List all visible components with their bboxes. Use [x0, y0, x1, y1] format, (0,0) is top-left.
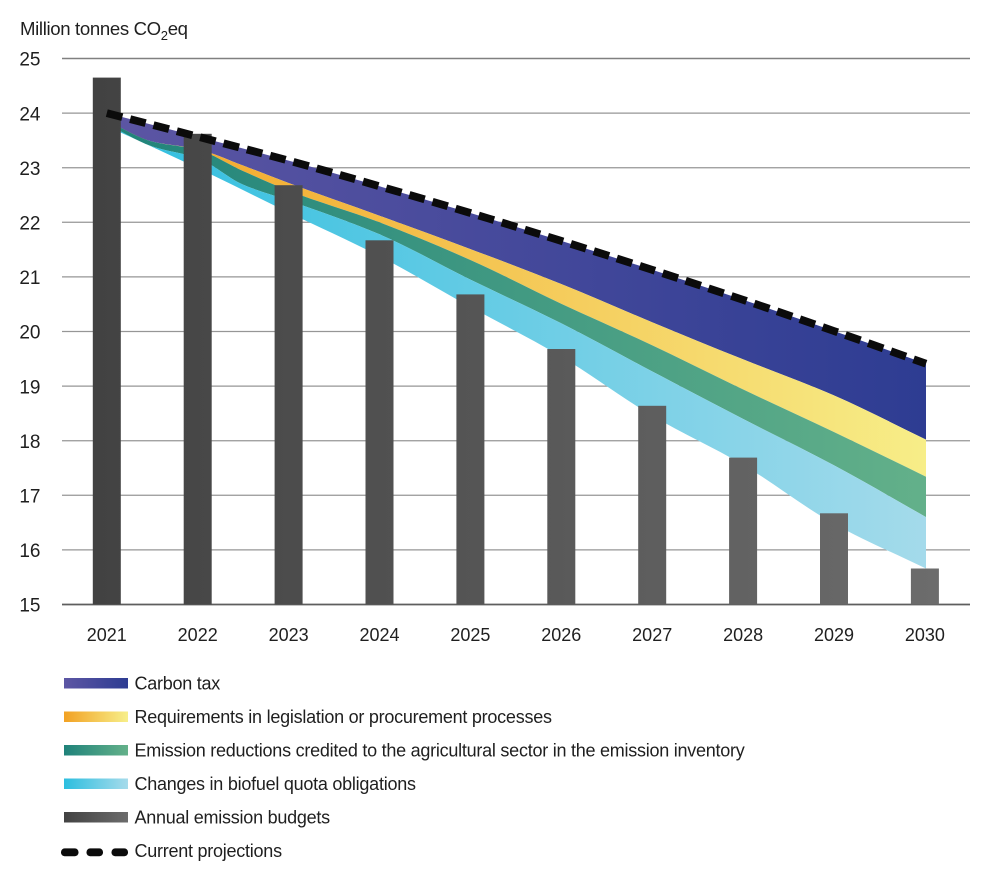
svg-text:2024: 2024 [359, 625, 399, 645]
svg-text:18: 18 [19, 432, 40, 453]
svg-text:19: 19 [19, 377, 40, 398]
svg-text:Current projections: Current projections [135, 841, 283, 861]
svg-text:2029: 2029 [814, 625, 854, 645]
svg-text:25: 25 [19, 50, 40, 71]
svg-text:24: 24 [19, 104, 41, 125]
svg-text:2025: 2025 [450, 625, 490, 645]
svg-text:20: 20 [19, 323, 40, 344]
svg-text:23: 23 [19, 159, 40, 180]
svg-text:2028: 2028 [723, 625, 763, 645]
svg-text:15: 15 [19, 596, 40, 617]
svg-text:21: 21 [19, 268, 40, 289]
svg-text:Carbon tax: Carbon tax [135, 674, 221, 694]
svg-text:Million tonnes CO2eq: Million tonnes CO2eq [20, 18, 188, 43]
svg-text:Annual emission budgets: Annual emission budgets [135, 808, 331, 828]
svg-text:17: 17 [19, 487, 40, 508]
svg-text:2022: 2022 [178, 625, 218, 645]
svg-text:Emission reductions credited t: Emission reductions credited to the agri… [135, 741, 745, 761]
svg-text:22: 22 [19, 214, 40, 235]
svg-text:16: 16 [19, 541, 40, 562]
svg-text:2023: 2023 [269, 625, 309, 645]
svg-text:2027: 2027 [632, 625, 672, 645]
svg-text:Requirements in legislation or: Requirements in legislation or procureme… [135, 707, 552, 727]
svg-text:2030: 2030 [905, 625, 945, 645]
svg-text:Changes in biofuel quota oblig: Changes in biofuel quota obligations [135, 774, 416, 794]
svg-text:2026: 2026 [541, 625, 581, 645]
svg-text:2021: 2021 [87, 625, 127, 645]
